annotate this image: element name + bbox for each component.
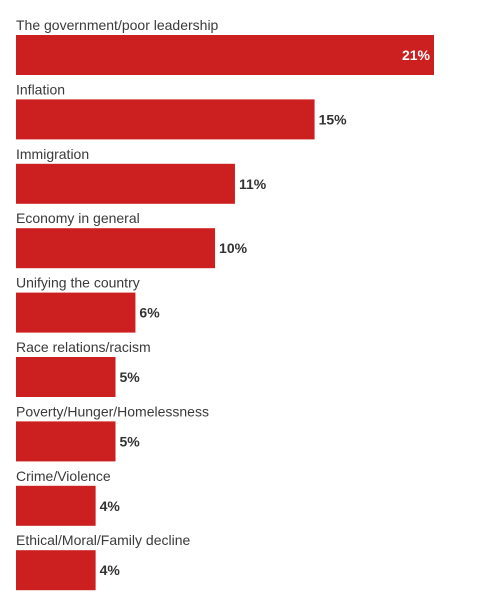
category-label: Immigration xyxy=(16,146,89,162)
value-label: 5% xyxy=(120,433,141,449)
value-label: 6% xyxy=(139,305,160,321)
value-label: 11% xyxy=(239,176,267,192)
bar xyxy=(16,163,235,204)
category-label: Crime/Violence xyxy=(16,468,111,484)
value-label: 10% xyxy=(219,240,248,256)
value-label: 21% xyxy=(402,47,431,63)
category-label: Unifying the country xyxy=(16,275,140,291)
category-label: Inflation xyxy=(16,81,65,97)
bar xyxy=(16,421,116,462)
bar xyxy=(16,357,116,397)
category-label: Poverty/Hunger/Homelessness xyxy=(16,403,209,419)
value-label: 15% xyxy=(319,111,348,127)
value-label: 4% xyxy=(100,562,121,578)
bar xyxy=(16,35,434,75)
bar xyxy=(16,292,136,333)
bar xyxy=(16,485,96,526)
category-label: The government/poor leadership xyxy=(16,17,219,33)
bar xyxy=(16,228,216,269)
value-label: 5% xyxy=(120,369,141,385)
bar xyxy=(16,550,96,591)
category-label: Economy in general xyxy=(16,210,140,226)
category-label: Race relations/racism xyxy=(16,339,151,355)
bar xyxy=(16,99,315,140)
category-label: Ethical/Moral/Family decline xyxy=(16,532,190,548)
value-label: 4% xyxy=(100,498,121,514)
